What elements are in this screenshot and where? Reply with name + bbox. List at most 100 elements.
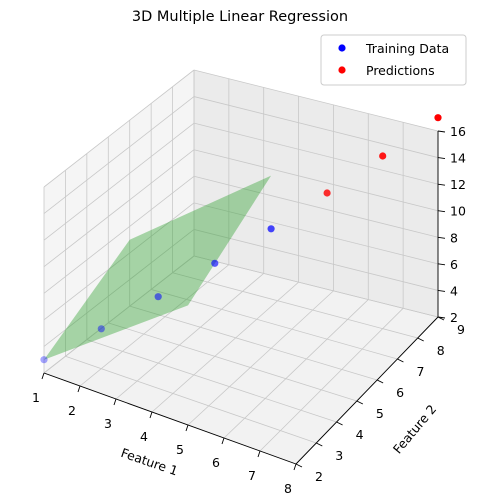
training-data-point-1 — [97, 325, 105, 333]
x-tick-mark-4 — [185, 424, 189, 432]
grid-line-x-floor-3 — [151, 281, 299, 413]
grid-line-z-back-0 — [193, 255, 439, 318]
grid-line-z-left-7 — [43, 69, 195, 188]
z-tick-mark-1 — [437, 289, 446, 292]
z-tick-label-3: 8 — [450, 230, 458, 245]
left-pane — [44, 70, 194, 373]
grid-line-z-back-4 — [193, 149, 439, 212]
y-tick-label-0: 2 — [315, 469, 323, 484]
x-tick-mark-0 — [41, 372, 45, 380]
z-tick-mark-2 — [437, 263, 446, 266]
x-tick-label-7: 8 — [284, 481, 292, 496]
y-tick-mark-6 — [417, 337, 424, 342]
floor-pane — [44, 256, 438, 464]
y-tick-label-2: 4 — [356, 427, 364, 442]
training-data-point-2 — [154, 293, 162, 301]
z-tick-label-2: 6 — [450, 257, 458, 272]
x-tick-label-5: 6 — [212, 455, 220, 470]
x-tick-label-4: 5 — [176, 442, 184, 457]
grid-line-y-floor-3 — [108, 322, 357, 402]
x-axis-line — [43, 372, 297, 465]
predictions-point-0 — [323, 189, 331, 197]
z-tick-mark-7 — [437, 130, 446, 133]
y-tick-mark-5 — [397, 358, 404, 363]
grid-line-z-back-3 — [193, 175, 439, 238]
grid-line-y-floor-4 — [129, 305, 378, 381]
y-tick-label-6: 8 — [437, 343, 445, 358]
y-tick-mark-3 — [356, 400, 364, 405]
grid-line-y-floor-2 — [86, 339, 337, 423]
grid-line-z-left-6 — [43, 96, 195, 214]
x-tick-mark-7 — [293, 463, 297, 471]
grid-line-x-floor-6 — [259, 308, 404, 452]
grid-line-z-back-5 — [193, 122, 439, 185]
y-tick-mark-2 — [336, 421, 343, 426]
predictions-point-2 — [434, 114, 442, 122]
y-tick-label-1: 3 — [335, 448, 343, 463]
grid-line-x-floor-4 — [187, 290, 334, 426]
y-tick-label-3: 5 — [376, 406, 384, 421]
grid-line-x-floor-1 — [79, 264, 230, 387]
x-tick-mark-3 — [149, 411, 153, 419]
legend: Training Data Predictions — [320, 34, 467, 86]
y-tick-label-5: 7 — [416, 364, 424, 379]
z-tick-label-1: 4 — [450, 283, 458, 298]
regression-plane-layer — [44, 175, 272, 360]
legend-label-training: Training Data — [365, 41, 449, 56]
z-tick-mark-5 — [437, 183, 446, 186]
grid-line-z-left-5 — [43, 122, 195, 241]
chart-title: 3D Multiple Linear Regression — [132, 9, 348, 25]
z-tick-label-5: 12 — [450, 177, 466, 192]
x-tick-label-0: 1 — [32, 390, 40, 405]
axis-lines — [43, 131, 439, 465]
y-axis-line — [295, 316, 439, 465]
z-tick-mark-6 — [437, 157, 446, 160]
legend-marker-training — [338, 44, 346, 52]
y-tick-mark-4 — [376, 379, 384, 384]
grid-line-z-back-7 — [193, 69, 439, 132]
y-tick-mark-0 — [295, 463, 303, 468]
grid-line-z-back-6 — [193, 96, 439, 158]
grid-line-z-left-1 — [43, 229, 195, 347]
x-tick-mark-5 — [221, 437, 225, 445]
x-tick-label-3: 4 — [140, 429, 148, 444]
legend-frame — [320, 34, 467, 86]
z-tick-mark-3 — [437, 236, 446, 239]
y-tick-mark-1 — [316, 442, 323, 447]
grid-line-z-left-4 — [43, 149, 195, 268]
grid-line-y-floor-5 — [151, 289, 398, 360]
x-tick-label-2: 3 — [104, 416, 112, 431]
x-tick-label-1: 2 — [68, 403, 76, 418]
training-data-point-0 — [40, 356, 48, 364]
x-tick-mark-1 — [77, 385, 81, 393]
z-tick-label-6: 14 — [450, 151, 466, 166]
grid-line-z-back-2 — [193, 202, 439, 265]
grid-line-z-back-1 — [193, 229, 439, 291]
grid-line-z-left-2 — [43, 202, 195, 321]
data-points-layer — [40, 114, 442, 364]
grid-line-x-floor-5 — [223, 299, 369, 439]
z-tick-label-7: 16 — [450, 124, 466, 139]
y-tick-label-7: 9 — [457, 322, 465, 337]
grid-line-y-floor-6 — [172, 272, 418, 339]
predictions-point-1 — [379, 152, 387, 160]
z-tick-label-4: 10 — [450, 204, 466, 219]
axis-panes — [44, 70, 438, 464]
legend-label-predictions: Predictions — [366, 63, 435, 78]
grid-line-z-left-3 — [43, 175, 195, 294]
z-tick-label-0: 2 — [450, 310, 458, 325]
grid-line-y-floor-1 — [65, 355, 317, 444]
training-data-point-3 — [211, 259, 219, 267]
legend-marker-predictions — [338, 66, 346, 74]
x-tick-mark-6 — [257, 450, 261, 458]
z-tick-mark-0 — [437, 316, 446, 319]
y-tick-label-4: 6 — [396, 385, 404, 400]
grid-line-z-left-0 — [43, 255, 195, 374]
training-data-point-4 — [267, 225, 275, 233]
grid-line-x-floor-2 — [115, 273, 264, 400]
back-pane — [194, 70, 438, 317]
z-tick-mark-4 — [437, 210, 446, 213]
x-tick-label-6: 7 — [248, 468, 256, 483]
